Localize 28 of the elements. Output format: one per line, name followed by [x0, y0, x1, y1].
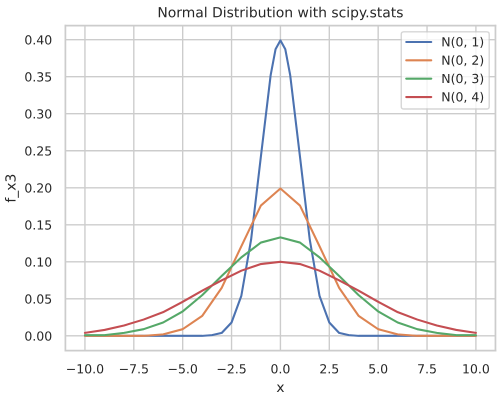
- y-tick-label: 0.35: [25, 72, 52, 82]
- y-tick-label: 0.40: [25, 35, 52, 45]
- x-axis-title: x: [276, 384, 284, 392]
- x-tick-label: 5.0: [369, 364, 388, 374]
- chart-title: Normal Distribution with scipy.stats: [158, 6, 403, 20]
- x-tick-label: 7.5: [418, 364, 436, 374]
- y-tick-label: 0.15: [25, 220, 52, 230]
- y-tick-label: 0.30: [25, 109, 52, 119]
- legend-label: N(0, 3): [442, 74, 484, 85]
- line-series: [84, 236, 477, 336]
- y-tick-label: 0.20: [25, 183, 52, 193]
- x-tick-label: −5.0: [168, 364, 198, 374]
- x-tick-label: 10.0: [463, 364, 489, 374]
- line-series: [84, 187, 477, 337]
- x-tick-label: −7.5: [120, 364, 148, 374]
- y-tick-label: 0.10: [25, 257, 52, 267]
- y-tick-label: 0.05: [25, 294, 52, 304]
- x-tick-label: 0.0: [271, 364, 290, 374]
- legend-label: N(0, 2): [442, 55, 484, 66]
- line-series: [84, 260, 477, 334]
- x-tick-label: −2.5: [218, 364, 246, 374]
- legend-label: N(0, 4): [442, 92, 484, 104]
- y-tick-label: 0.25: [25, 146, 52, 156]
- x-tick-label: 2.5: [320, 364, 338, 374]
- y-tick-label: 0.00: [25, 331, 52, 341]
- x-tick-label: −10.0: [67, 364, 104, 374]
- y-axis-title: f_x3: [4, 174, 19, 202]
- legend-label: N(0, 1): [442, 36, 484, 48]
